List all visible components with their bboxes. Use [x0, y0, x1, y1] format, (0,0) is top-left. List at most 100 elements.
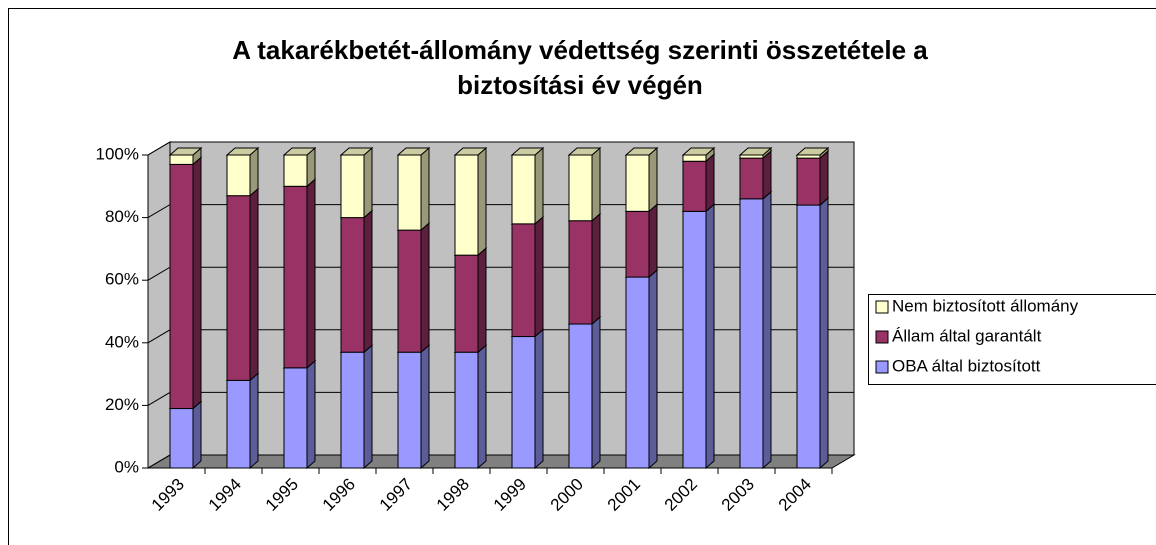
bar: [225, 372, 260, 470]
bar: [168, 146, 203, 166]
bar-side: [192, 156, 202, 410]
bar: [453, 146, 488, 257]
bar-front: [625, 210, 650, 278]
bar-front: [454, 351, 479, 469]
bar: [339, 146, 374, 219]
bar: [339, 209, 374, 354]
bar-front: [340, 217, 365, 353]
y-tick-label: 20%: [105, 395, 139, 414]
bar-side: [249, 146, 259, 197]
bar-front: [397, 351, 422, 469]
bar-front: [454, 254, 479, 353]
bar-front: [625, 276, 650, 469]
bar-side: [648, 268, 658, 470]
bar: [624, 268, 659, 470]
bar: [225, 146, 260, 197]
bar: [282, 178, 317, 369]
bar: [510, 328, 545, 470]
bar: [567, 212, 602, 326]
bar-front: [796, 157, 821, 206]
legend: [868, 294, 1156, 385]
bar-front: [397, 154, 422, 231]
bar-side: [819, 196, 829, 470]
bar-front: [739, 154, 764, 159]
bar: [738, 190, 773, 470]
bar: [795, 150, 830, 207]
bar: [396, 344, 431, 470]
bar-side: [420, 222, 430, 354]
bar: [624, 146, 659, 213]
legend-swatch: [875, 330, 889, 344]
bar-side: [306, 178, 316, 369]
chart-title: biztosítási év végén: [457, 70, 703, 100]
bar: [510, 215, 545, 338]
bar-front: [169, 163, 194, 410]
bar-side: [363, 146, 373, 219]
legend-swatch: [875, 360, 889, 374]
bar: [681, 153, 716, 213]
bar-front: [283, 185, 308, 369]
bar-side: [534, 328, 544, 470]
bar-front: [283, 367, 308, 469]
side-wall: [147, 141, 171, 469]
bar-side: [306, 359, 316, 470]
bar-front: [568, 154, 593, 222]
bar-front: [283, 154, 308, 187]
bar-front: [568, 323, 593, 469]
bar-side: [762, 190, 772, 470]
legend-label: OBA által biztosított: [892, 356, 1041, 375]
bar-side: [477, 344, 487, 470]
bar-side: [420, 344, 430, 470]
bar-front: [397, 229, 422, 353]
chart-title: A takarékbetét-állomány védettség szerin…: [232, 35, 928, 65]
bar: [168, 156, 203, 410]
bar-side: [192, 400, 202, 470]
bar-side: [762, 150, 772, 200]
bar-side: [648, 203, 658, 279]
bar-side: [705, 203, 715, 470]
y-tick-label: 80%: [105, 207, 139, 226]
bar: [567, 146, 602, 222]
bar-front: [226, 379, 251, 469]
bar-front: [796, 154, 821, 159]
bar: [681, 146, 716, 163]
y-tick-label: 0%: [114, 457, 139, 476]
bar-side: [591, 146, 601, 222]
bar-side: [819, 150, 829, 207]
bar: [282, 359, 317, 470]
bar-front: [739, 157, 764, 200]
bar: [510, 146, 545, 225]
bar-front: [739, 198, 764, 469]
bar-front: [682, 154, 707, 162]
bar: [453, 247, 488, 354]
bar: [168, 400, 203, 470]
y-tick-label: 60%: [105, 270, 139, 289]
bar-front: [682, 160, 707, 212]
bar-front: [340, 154, 365, 219]
bar-side: [363, 344, 373, 470]
bar-front: [226, 154, 251, 197]
bar: [396, 222, 431, 354]
bar: [681, 203, 716, 470]
legend-label: Nem biztosított állomány: [892, 296, 1079, 315]
y-tick-label: 40%: [105, 332, 139, 351]
bar-side: [477, 146, 487, 257]
bar: [567, 315, 602, 470]
bar-side: [591, 315, 601, 470]
bar: [282, 146, 317, 188]
grid-line: [147, 141, 854, 156]
bar-front: [625, 154, 650, 212]
bar-front: [340, 351, 365, 469]
bar: [795, 146, 830, 160]
bar-front: [568, 220, 593, 325]
bar-front: [169, 154, 194, 165]
bar-side: [534, 215, 544, 338]
y-tick-label: 100%: [96, 144, 139, 163]
bar: [339, 344, 374, 470]
legend-label: Állam által garantált: [892, 326, 1042, 345]
bar-front: [796, 204, 821, 469]
bar-side: [591, 212, 601, 326]
bar-side: [420, 146, 430, 232]
bar-side: [249, 372, 259, 470]
